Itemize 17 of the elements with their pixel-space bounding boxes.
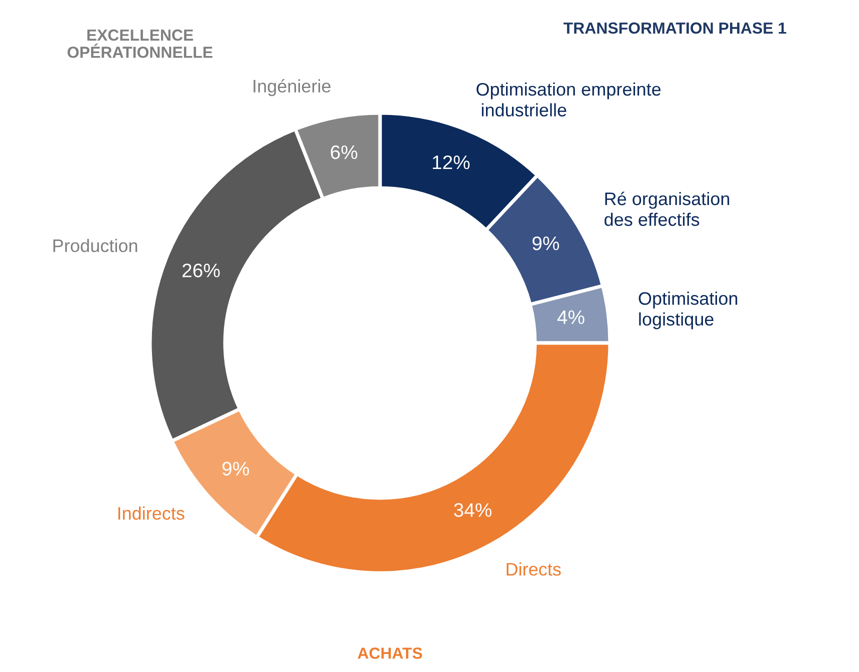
slice-label: Ingénierie — [254, 79, 330, 96]
slice-label: Ré organisation des effectifs — [604, 192, 730, 226]
data-label: 12% — [432, 155, 470, 170]
slice-label: Optimisation empreinte industrielle — [476, 82, 661, 116]
data-label: 34% — [454, 503, 492, 517]
slice-label: Production — [53, 238, 138, 252]
text: TRANSFORMATION PHASE 1 — [564, 22, 786, 34]
text: ACHATS — [358, 648, 422, 659]
slice-label: Indirects — [118, 506, 184, 520]
data-label: 9% — [532, 236, 560, 250]
slice-label: Optimisation logistique — [638, 292, 738, 330]
data-label: 26% — [182, 264, 220, 278]
slice-label: Directs — [506, 562, 561, 576]
text: EXCELLENCE OPÉRATIONNELLE — [68, 29, 212, 58]
data-label: 4% — [557, 310, 584, 324]
data-label: 6% — [330, 145, 358, 160]
data-label: 9% — [222, 462, 249, 476]
